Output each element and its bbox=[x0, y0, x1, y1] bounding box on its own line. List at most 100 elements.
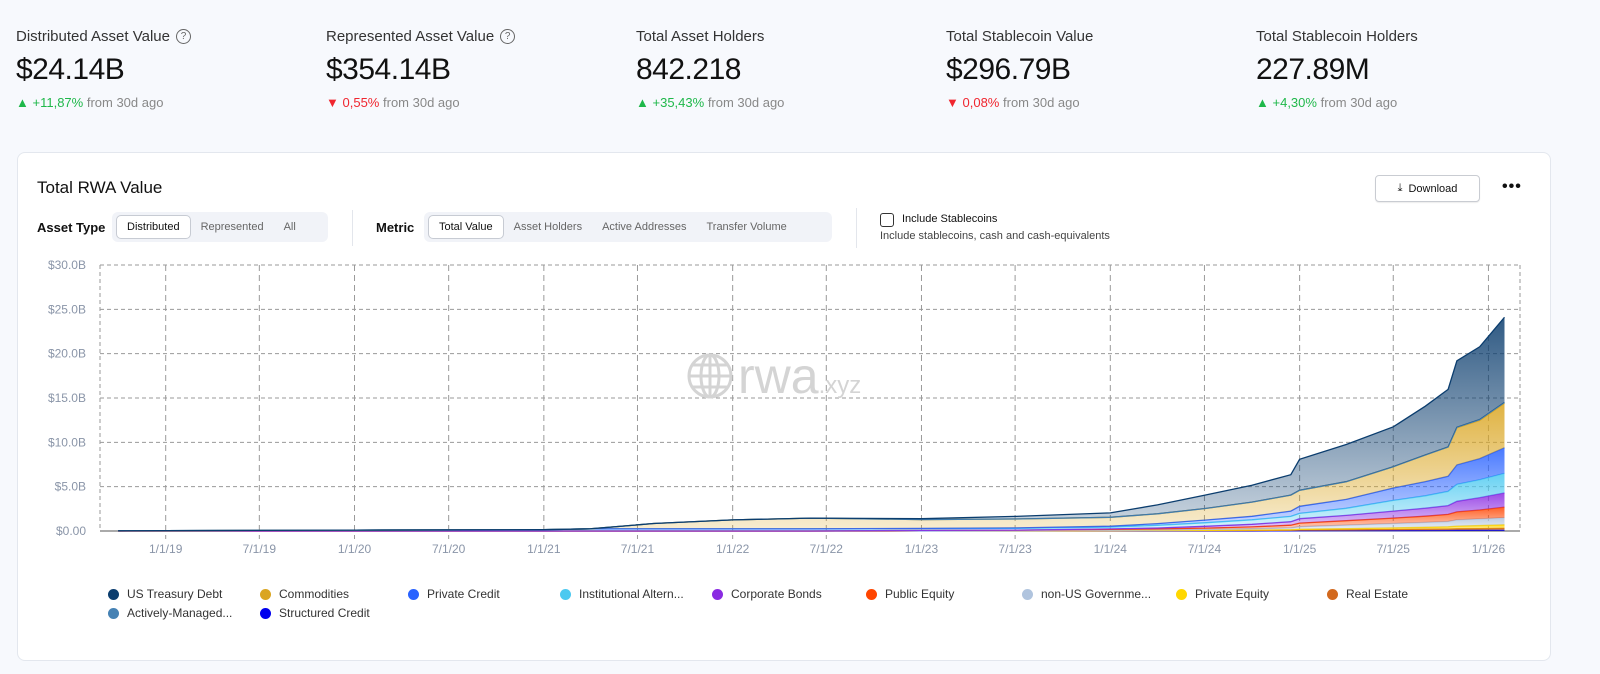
arrow-up-icon: ▲ bbox=[636, 95, 649, 110]
x-tick-label: 7/1/20 bbox=[432, 542, 466, 556]
y-tick-label: $30.0B bbox=[48, 258, 86, 272]
x-tick-label: 7/1/23 bbox=[998, 542, 1032, 556]
series-areas bbox=[118, 316, 1505, 532]
arrow-down-icon: ▼ bbox=[326, 95, 339, 110]
globe-icon bbox=[687, 353, 733, 399]
legend-item[interactable]: Structured Credit bbox=[260, 606, 370, 620]
stat-change-suffix: from 30d ago bbox=[86, 95, 164, 110]
legend-label: Structured Credit bbox=[279, 606, 370, 620]
legend-label: Corporate Bonds bbox=[731, 587, 822, 601]
metric-transfer-volume[interactable]: Transfer Volume bbox=[706, 221, 787, 233]
stat-change: 0,55% bbox=[342, 95, 380, 110]
x-tick-label: 7/1/24 bbox=[1188, 542, 1222, 556]
include-stablecoins-description: Include stablecoins, cash and cash-equiv… bbox=[880, 230, 1110, 242]
stat-change-suffix: from 30d ago bbox=[707, 95, 785, 110]
help-icon[interactable]: ? bbox=[175, 29, 191, 44]
legend-swatch bbox=[260, 588, 271, 600]
y-axis: $0.00 $5.0B $10.0B $15.0B $20.0B $25.0B $30.0B bbox=[48, 258, 86, 538]
asset-type-toggle: Distributed Represented All bbox=[112, 212, 328, 242]
y-tick-label: $25.0B bbox=[48, 302, 86, 316]
stat-total-stablecoin-value: Total Stablecoin Value $296.79B ▼ 0,08% … bbox=[946, 28, 1246, 110]
x-tick-label: 1/1/22 bbox=[716, 542, 750, 556]
stat-distributed-asset-value: Distributed Asset Value? $24.14B ▲ +11,8… bbox=[16, 28, 316, 110]
y-tick-label: $0.00 bbox=[56, 524, 86, 538]
rwa-watermark-logo: rwa .xyz bbox=[686, 348, 862, 404]
legend-swatch bbox=[560, 588, 571, 600]
legend-item[interactable]: Private Credit bbox=[408, 587, 500, 601]
x-tick-label: 7/1/25 bbox=[1377, 542, 1411, 556]
download-icon: ⤓ bbox=[1397, 182, 1403, 194]
stat-value: 227.89M bbox=[1256, 53, 1370, 86]
divider bbox=[856, 208, 857, 248]
y-tick-label: $5.0B bbox=[55, 480, 86, 494]
chart-title: Total RWA Value bbox=[37, 178, 163, 197]
legend-swatch bbox=[1022, 588, 1033, 600]
metric-toggle: Total Value Asset Holders Active Address… bbox=[424, 212, 832, 242]
asset-type-label: Asset Type bbox=[37, 220, 106, 235]
more-options-button[interactable]: ••• bbox=[1502, 178, 1522, 195]
legend-label: Real Estate bbox=[1346, 587, 1409, 601]
x-tick-label: 1/1/23 bbox=[905, 542, 939, 556]
asset-type-represented[interactable]: Represented bbox=[200, 221, 264, 233]
stat-value: $24.14B bbox=[16, 53, 125, 86]
x-axis: 1/1/19 7/1/19 1/1/20 7/1/20 1/1/21 7/1/21 1/1/… bbox=[149, 542, 1505, 556]
legend-swatch bbox=[260, 607, 271, 619]
arrow-up-icon: ▲ bbox=[1256, 95, 1269, 110]
stat-total-stablecoin-holders: Total Stablecoin Holders 227.89M ▲ +4,30… bbox=[1256, 28, 1556, 110]
legend-item[interactable]: non-US Governme... bbox=[1022, 587, 1151, 601]
legend-label: Actively-Managed... bbox=[127, 606, 233, 620]
help-icon[interactable]: ? bbox=[500, 29, 516, 44]
divider bbox=[352, 210, 353, 246]
legend-item[interactable]: Commodities bbox=[260, 587, 349, 601]
watermark-text: rwa bbox=[738, 348, 819, 404]
stat-change: +4,30% bbox=[1272, 95, 1317, 110]
download-button[interactable]: ⤓ Download bbox=[1375, 175, 1480, 202]
legend-item[interactable]: US Treasury Debt bbox=[108, 587, 222, 601]
include-stablecoins-checkbox[interactable] bbox=[880, 213, 894, 227]
legend-swatch bbox=[1176, 588, 1187, 600]
stat-change: +35,43% bbox=[652, 95, 705, 110]
asset-type-distributed[interactable]: Distributed bbox=[116, 215, 191, 239]
arrow-down-icon: ▼ bbox=[946, 95, 959, 110]
legend-swatch bbox=[712, 588, 723, 600]
asset-type-all[interactable]: All bbox=[283, 221, 296, 233]
y-tick-label: $20.0B bbox=[48, 347, 86, 361]
legend-item[interactable]: Corporate Bonds bbox=[712, 587, 822, 601]
metric-active-addresses[interactable]: Active Addresses bbox=[602, 221, 687, 233]
watermark-suffix: .xyz bbox=[818, 372, 862, 399]
legend-swatch bbox=[866, 588, 877, 600]
stat-change-suffix: from 30d ago bbox=[1003, 95, 1080, 110]
legend-item[interactable]: Private Equity bbox=[1176, 587, 1269, 601]
x-tick-label: 1/1/19 bbox=[149, 542, 183, 556]
x-tick-label: 7/1/21 bbox=[621, 542, 655, 556]
x-tick-label: 7/1/19 bbox=[243, 542, 277, 556]
x-tick-label: 1/1/25 bbox=[1283, 542, 1317, 556]
stat-change-suffix: from 30d ago bbox=[1320, 95, 1398, 110]
legend-label: Private Credit bbox=[427, 587, 500, 601]
legend-label: Public Equity bbox=[885, 587, 955, 601]
legend-item[interactable]: Institutional Altern... bbox=[560, 587, 684, 601]
stat-label: Distributed Asset Value bbox=[16, 28, 170, 45]
legend-item[interactable]: Public Equity bbox=[866, 587, 954, 601]
x-tick-label: 7/1/22 bbox=[810, 542, 844, 556]
stat-label: Represented Asset Value bbox=[326, 28, 495, 45]
stat-change: 0,08% bbox=[962, 95, 1000, 110]
metric-asset-holders[interactable]: Asset Holders bbox=[513, 221, 583, 233]
legend-swatch bbox=[108, 607, 119, 619]
y-tick-label: $15.0B bbox=[48, 391, 86, 405]
line-us-treasury-debt bbox=[118, 316, 1505, 532]
metric-total-value[interactable]: Total Value bbox=[428, 215, 504, 239]
legend-label: Commodities bbox=[279, 587, 350, 601]
stat-value: 842.218 bbox=[636, 53, 741, 86]
legend-item[interactable]: Real Estate bbox=[1327, 587, 1408, 601]
legend-label: non-US Governme... bbox=[1041, 587, 1152, 601]
legend-item[interactable]: Actively-Managed... bbox=[108, 606, 232, 620]
legend-swatch bbox=[408, 588, 419, 600]
stat-represented-asset-value: Represented Asset Value? $354.14B ▼ 0,55… bbox=[326, 28, 626, 110]
include-stablecoins-label[interactable]: Include Stablecoins bbox=[902, 213, 998, 225]
stat-change: +11,87% bbox=[32, 95, 84, 110]
legend-label: Institutional Altern... bbox=[579, 587, 684, 601]
legend-label: US Treasury Debt bbox=[127, 587, 223, 601]
legend-swatch bbox=[1327, 588, 1338, 600]
